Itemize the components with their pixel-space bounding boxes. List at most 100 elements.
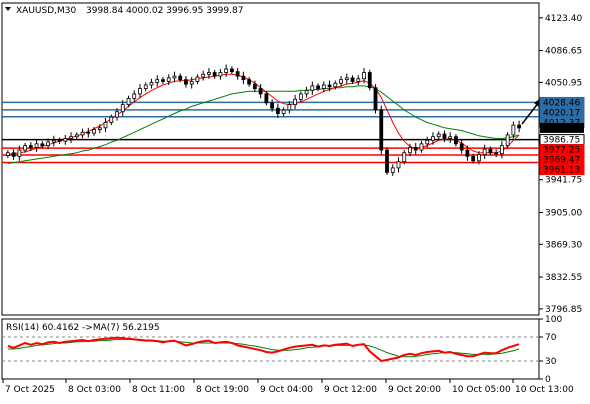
candle-body-83 xyxy=(482,148,487,155)
candle-body-35 xyxy=(207,72,211,75)
candle-body-65 xyxy=(379,109,384,151)
symbol-label: XAUUSD,M30 xyxy=(16,6,76,16)
candle-body-0 xyxy=(5,152,10,156)
level-label-6: 3961.13 xyxy=(543,166,580,176)
candle-body-14 xyxy=(86,131,91,134)
candle-body-16 xyxy=(97,127,102,130)
trend-arrow-shaft xyxy=(521,101,540,125)
candle-body-89 xyxy=(517,124,522,129)
candle-body-30 xyxy=(178,75,183,81)
time-tick-label-7: 10 Oct 05:00 xyxy=(452,385,511,395)
level-label-5: 3969.47 xyxy=(543,156,580,166)
price-tick-label-2: 4050.95 xyxy=(545,78,582,88)
candle-body-76 xyxy=(442,133,447,139)
candle-body-8 xyxy=(51,139,56,143)
candle-body-27 xyxy=(161,79,165,82)
candle-body-7 xyxy=(46,141,50,147)
candle-body-69 xyxy=(402,152,407,163)
time-tick-label-2: 8 Oct 11:00 xyxy=(132,385,185,395)
candle-body-29 xyxy=(172,75,177,79)
candle-body-13 xyxy=(80,131,85,136)
candle-body-79 xyxy=(459,143,464,151)
candle-body-59 xyxy=(344,77,349,81)
time-tick-label-5: 9 Oct 12:00 xyxy=(324,385,377,395)
level-labels: 4028.464020.174012.373986.753977.253969.… xyxy=(539,96,585,176)
candle-body-50 xyxy=(293,98,297,106)
current-price-bg xyxy=(540,122,584,133)
time-tick-label-4: 9 Oct 04:00 xyxy=(260,385,313,395)
price-tick-label-0: 4123.40 xyxy=(545,14,582,24)
rsi-tick-label-1: 70 xyxy=(545,333,557,343)
time-tick-label-0: 7 Oct 2025 xyxy=(5,385,55,395)
slow-moving-average xyxy=(7,85,520,164)
time-tick-label-1: 8 Oct 03:00 xyxy=(68,385,121,395)
slow-ma-line xyxy=(7,85,520,164)
candle-body-88 xyxy=(511,124,516,136)
candle-body-15 xyxy=(92,129,96,134)
candle-body-25 xyxy=(149,81,154,86)
candle-body-47 xyxy=(275,107,280,114)
candle-body-10 xyxy=(63,138,68,142)
candle-body-36 xyxy=(212,72,217,77)
candle-body-66 xyxy=(385,149,389,173)
fast-moving-average xyxy=(7,73,520,155)
candle-body-24 xyxy=(143,84,148,89)
level-label-1: 4020.17 xyxy=(543,108,580,118)
candle-body-31 xyxy=(184,79,188,85)
candle-body-61 xyxy=(356,78,361,82)
level-label-4: 3977.25 xyxy=(543,146,580,156)
candle-body-38 xyxy=(224,68,229,73)
price-series xyxy=(5,64,522,176)
candle-body-56 xyxy=(327,84,332,88)
price-tick-label-5: 3941.75 xyxy=(545,176,582,186)
candle-body-63 xyxy=(367,72,372,89)
candle-body-34 xyxy=(201,73,206,78)
price-tick-label-8: 3832.55 xyxy=(545,273,582,283)
candle-body-4 xyxy=(28,145,33,148)
rsi-axis: 100 70 30 0 xyxy=(539,315,562,385)
candle-body-54 xyxy=(316,85,320,89)
candle-body-17 xyxy=(103,122,108,129)
candle-body-32 xyxy=(189,81,194,85)
candle-body-58 xyxy=(339,79,343,84)
candle-body-6 xyxy=(40,143,45,147)
candle-body-71 xyxy=(413,147,418,151)
candle-body-64 xyxy=(373,87,378,111)
candle-body-57 xyxy=(333,82,338,88)
candle-body-49 xyxy=(287,104,292,111)
candle-body-23 xyxy=(138,88,142,95)
candle-body-46 xyxy=(270,102,275,109)
level-label-bg-6 xyxy=(539,164,585,176)
candle-body-87 xyxy=(505,134,510,147)
candle-body-44 xyxy=(258,88,263,95)
time-tick-label-8: 10 Oct 13:00 xyxy=(515,385,574,395)
candle-body-77 xyxy=(448,136,453,139)
candle-body-39 xyxy=(230,68,234,73)
trend-arrow xyxy=(521,98,541,125)
candle-body-20 xyxy=(120,104,125,113)
candle-body-53 xyxy=(310,85,315,91)
candle-body-33 xyxy=(195,76,200,82)
rsi-tick-label-0: 100 xyxy=(545,315,562,325)
candle-body-42 xyxy=(247,79,252,85)
candle-body-62 xyxy=(362,72,366,80)
candle-body-9 xyxy=(57,139,62,142)
time-axis: 7 Oct 2025 8 Oct 03:00 8 Oct 11:00 8 Oct 19… xyxy=(2,379,574,395)
price-tick-label-6: 3905.00 xyxy=(545,208,582,218)
candle-body-21 xyxy=(126,97,131,106)
candle-body-73 xyxy=(425,139,430,145)
current-price-label: 3999.87 xyxy=(543,124,580,134)
candle-body-68 xyxy=(396,161,401,169)
candle-body-5 xyxy=(34,143,39,148)
candle-body-80 xyxy=(465,149,470,157)
symbol-dropdown-icon[interactable] xyxy=(5,7,11,11)
price-pane xyxy=(1,2,540,316)
candle-body-43 xyxy=(252,83,257,89)
candle-body-74 xyxy=(431,136,435,141)
candle-body-75 xyxy=(436,133,441,138)
rsi-line xyxy=(7,336,520,363)
candle-body-18 xyxy=(109,116,114,123)
candle-body-51 xyxy=(298,93,303,100)
candle-body-11 xyxy=(69,136,73,139)
